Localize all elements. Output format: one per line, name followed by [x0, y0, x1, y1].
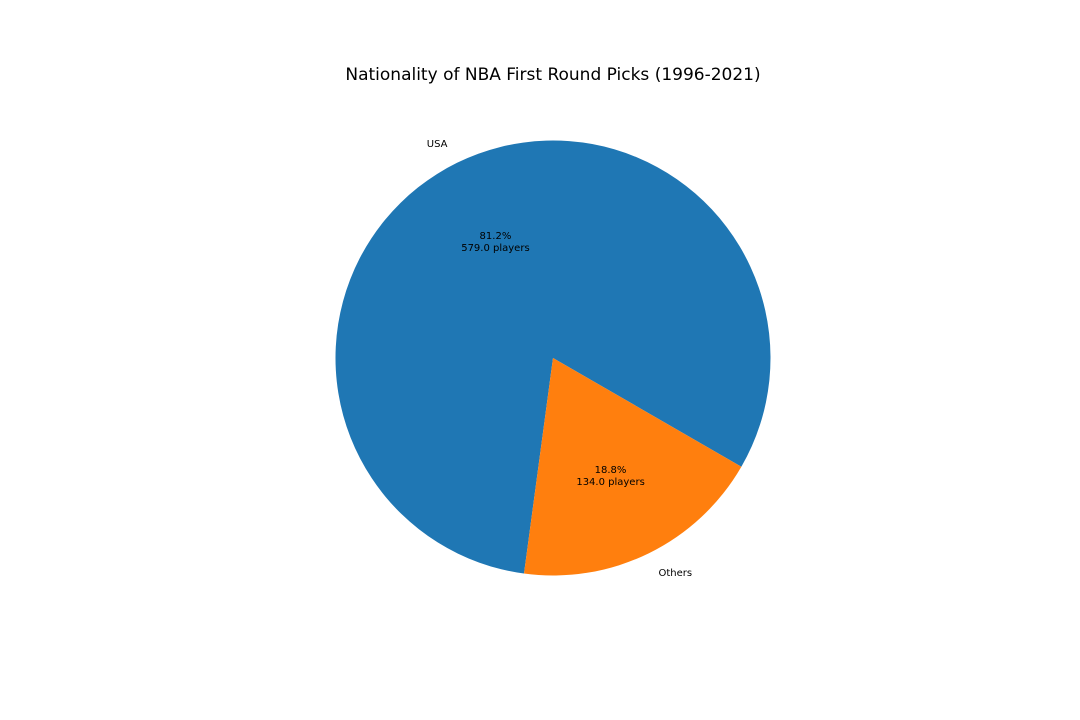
slice-value-label-usa: 81.2% 579.0 players — [461, 231, 529, 254]
pie-slices — [335, 140, 771, 576]
slice-value-labels: 81.2% 579.0 players 18.8% 134.0 players — [461, 231, 645, 488]
pie-slice-others — [524, 358, 742, 576]
slice-label-others: Others — [659, 568, 693, 579]
chart-title: Nationality of NBA First Round Picks (19… — [345, 65, 760, 85]
slice-count: 134.0 players — [576, 477, 644, 488]
pie-slice-usa — [335, 140, 771, 574]
slice-value-label-others: 18.8% 134.0 players — [576, 465, 644, 488]
slice-label-usa: USA — [427, 139, 448, 150]
slice-category-labels: USA Others — [427, 139, 692, 579]
slice-count: 579.0 players — [461, 243, 529, 254]
slice-percent: 18.8% — [595, 465, 627, 476]
slice-percent: 81.2% — [480, 231, 512, 242]
